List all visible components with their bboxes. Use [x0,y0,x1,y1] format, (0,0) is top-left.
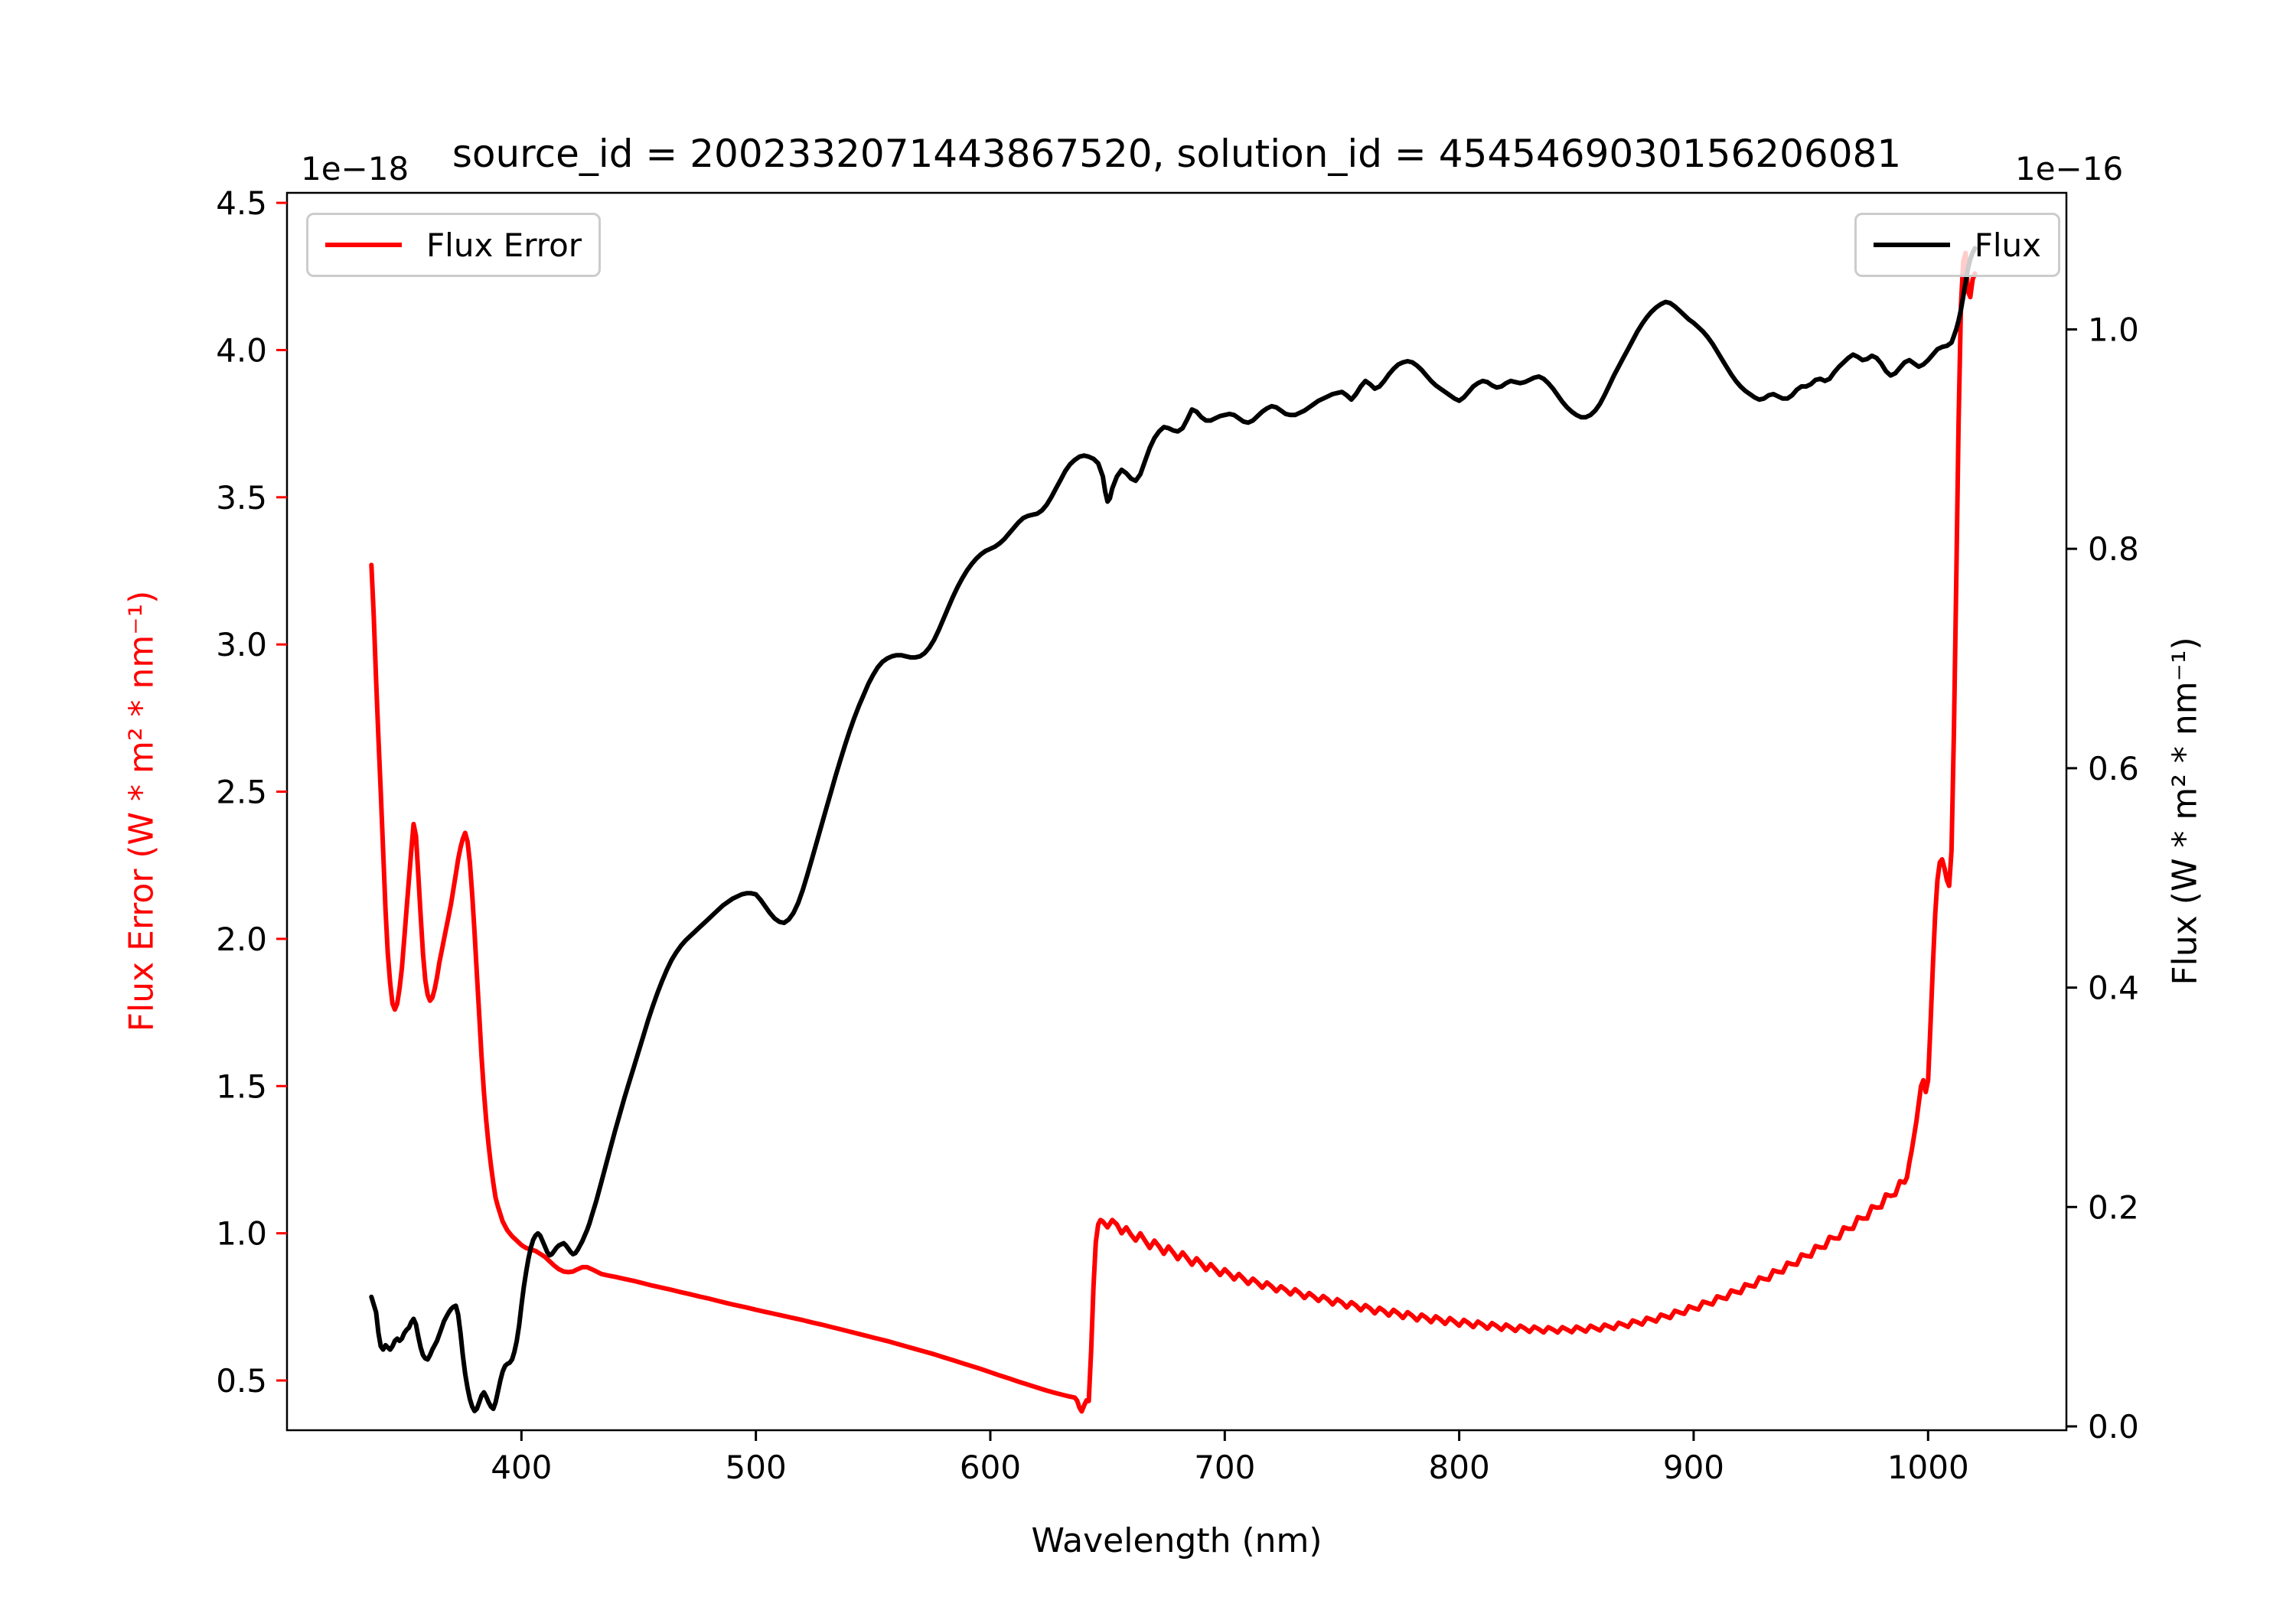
left-y-tick-label: 1.5 [216,1068,267,1105]
left-y-tick-label: 1.0 [216,1215,267,1253]
x-tick-label: 400 [491,1449,552,1486]
right-y-tick-label: 0.4 [2088,970,2139,1007]
series-flux-error [369,250,1978,1414]
left-y-tick-label: 4.5 [216,184,267,222]
x-tick-label: 700 [1194,1449,1255,1486]
left-axis-offset-text: 1e−18 [301,150,409,187]
chart-title: source_id = 2002332071443867520, solutio… [452,132,1902,176]
legend-flux-label: Flux [1974,226,2041,264]
right-y-tick-label: 1.0 [2088,311,2139,348]
legend-flux-error-label: Flux Error [426,226,582,264]
right-axis-offset-text: 1e−16 [2015,150,2124,187]
right-y-tick-label: 0.2 [2088,1188,2139,1226]
left-y-tick-label: 2.5 [216,774,267,811]
right-y-tick-label: 0.8 [2088,530,2139,568]
legend-flux-error: Flux Error [306,213,602,277]
x-tick-label: 500 [726,1449,787,1486]
left-y-tick-label: 4.0 [216,331,267,369]
left-y-axis-label: Flux Error (W * m² * nm⁻¹) [122,590,161,1032]
flux-error-line-sample [325,243,402,247]
x-tick-label: 800 [1429,1449,1490,1486]
right-y-tick-label: 0.0 [2088,1408,2139,1446]
axes-frame [285,191,2068,1432]
x-tick-label: 1000 [1887,1449,1969,1486]
flux-line-sample [1873,243,1950,247]
left-y-tick-label: 3.5 [216,479,267,517]
x-tick-label: 900 [1663,1449,1724,1486]
series-flux [369,246,1978,1413]
x-tick-label: 600 [960,1449,1021,1486]
left-y-tick-label: 2.0 [216,921,267,958]
left-y-tick-label: 3.0 [216,626,267,663]
right-y-tick-label: 0.6 [2088,750,2139,787]
left-y-tick-label: 0.5 [216,1362,267,1400]
right-y-axis-label: Flux (W * m² * nm⁻¹) [2165,637,2205,986]
x-axis-label: Wavelength (nm) [1031,1521,1322,1560]
legend-flux: Flux [1854,213,2060,277]
